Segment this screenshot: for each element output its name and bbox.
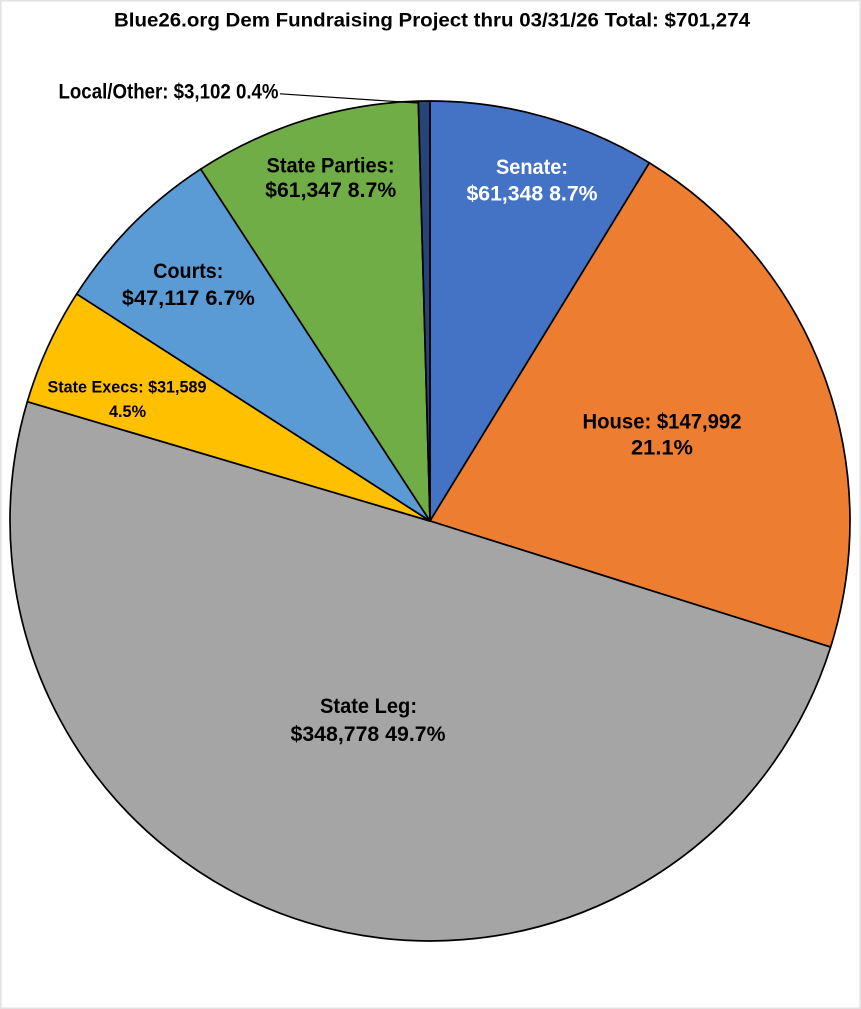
svg-text:Local/Other: $3,102 0.4%: Local/Other: $3,102 0.4%	[59, 80, 279, 103]
svg-text:House: $147,992: House: $147,992	[583, 410, 742, 433]
svg-text:State Execs: $31,589: State Execs: $31,589	[48, 379, 207, 397]
svg-text:Courts:: Courts:	[153, 260, 223, 283]
svg-text:4.5%: 4.5%	[109, 403, 146, 421]
svg-text:State Parties:: State Parties:	[267, 155, 395, 178]
svg-text:Senate:: Senate:	[496, 156, 568, 179]
svg-text:$61,347 8.7%: $61,347 8.7%	[265, 179, 396, 202]
svg-text:$348,778 49.7%: $348,778 49.7%	[291, 723, 446, 746]
svg-text:21.1%: 21.1%	[631, 437, 693, 460]
svg-text:$47,117 6.7%: $47,117 6.7%	[122, 287, 255, 310]
svg-text:$61,348 8.7%: $61,348 8.7%	[467, 182, 598, 205]
svg-text:Blue26.org Dem Fundraising Pro: Blue26.org Dem Fundraising Project thru …	[114, 10, 750, 32]
svg-text:State Leg:: State Leg:	[320, 695, 417, 718]
